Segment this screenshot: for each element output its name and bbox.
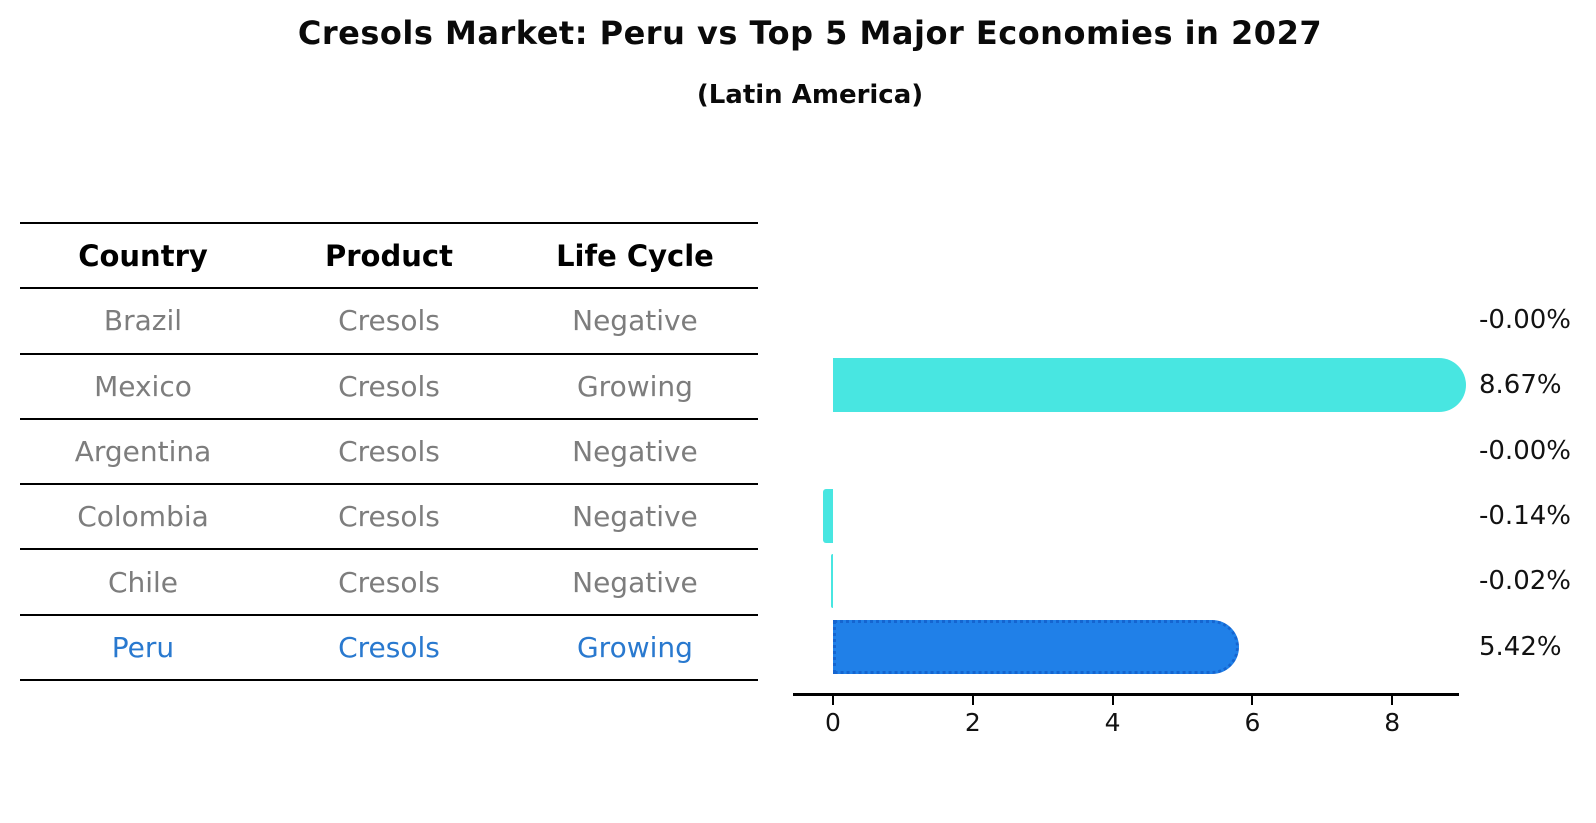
x-tick-label: 8 bbox=[1384, 708, 1401, 737]
cell-life-cycle: Negative bbox=[572, 304, 698, 338]
cell-product: Cresols bbox=[338, 630, 440, 664]
table-row-colombia: Colombia Cresols Negative bbox=[20, 483, 758, 548]
table-row-chile: Chile Cresols Negative bbox=[20, 548, 758, 613]
chart-title: Cresols Market: Peru vs Top 5 Major Econ… bbox=[297, 14, 1323, 52]
cell-life-cycle: Growing bbox=[576, 369, 693, 403]
x-tick-label: 0 bbox=[825, 708, 841, 737]
bar-peru bbox=[833, 619, 1239, 674]
bar-mexico bbox=[833, 358, 1467, 413]
x-tick bbox=[832, 696, 834, 705]
value-label-chile: -0.02% bbox=[1479, 566, 1571, 597]
value-label-colombia: -0.14% bbox=[1479, 500, 1571, 531]
cell-country: Brazil bbox=[103, 304, 183, 338]
cell-life-cycle: Growing bbox=[576, 630, 693, 664]
cell-product: Cresols bbox=[338, 565, 440, 599]
cell-product: Cresols bbox=[338, 369, 440, 403]
value-label-peru: 5.42% bbox=[1479, 631, 1562, 662]
bar-colombia bbox=[823, 488, 833, 543]
cell-life-cycle: Negative bbox=[572, 565, 698, 599]
column-header: Life Cycle bbox=[556, 238, 714, 273]
table-header-row: Country Product Life Cycle bbox=[20, 222, 758, 287]
value-label-mexico: 8.67% bbox=[1479, 370, 1562, 401]
cell-product: Cresols bbox=[338, 304, 440, 338]
column-header: Product bbox=[325, 238, 453, 273]
bar-chile bbox=[831, 554, 833, 609]
x-tick bbox=[1111, 696, 1114, 705]
x-tick bbox=[1251, 696, 1254, 705]
x-axis-line bbox=[793, 693, 1459, 696]
x-tick-label: 6 bbox=[1244, 708, 1261, 737]
cell-country: Chile bbox=[107, 565, 179, 599]
chart-subtitle: (Latin America) bbox=[696, 80, 924, 110]
cell-country: Argentina bbox=[74, 435, 212, 469]
cell-country: Colombia bbox=[77, 500, 209, 534]
x-tick-label: 2 bbox=[964, 708, 981, 737]
cell-product: Cresols bbox=[338, 500, 440, 534]
table-row-mexico: Mexico Cresols Growing bbox=[20, 352, 758, 418]
x-tick bbox=[971, 696, 974, 705]
table-row-brazil: Brazil Cresols Negative bbox=[20, 287, 758, 352]
value-label-brazil: -0.00% bbox=[1479, 305, 1571, 335]
cell-product: Cresols bbox=[338, 435, 440, 469]
x-tick-label: 4 bbox=[1104, 708, 1121, 737]
table-row-peru: Peru Cresols Growing bbox=[20, 613, 758, 682]
comparison-table: Country Product Life Cycle Brazil Cresols Neg… bbox=[20, 222, 758, 682]
x-tick bbox=[1391, 696, 1394, 705]
column-header: Country bbox=[78, 238, 208, 273]
cell-life-cycle: Negative bbox=[572, 500, 698, 534]
cell-country: Peru bbox=[111, 630, 175, 664]
cell-life-cycle: Negative bbox=[572, 435, 698, 469]
value-label-argentina: -0.00% bbox=[1479, 435, 1571, 466]
cell-country: Mexico bbox=[94, 369, 192, 403]
table-row-argentina: Argentina Cresols Negative bbox=[20, 417, 758, 483]
